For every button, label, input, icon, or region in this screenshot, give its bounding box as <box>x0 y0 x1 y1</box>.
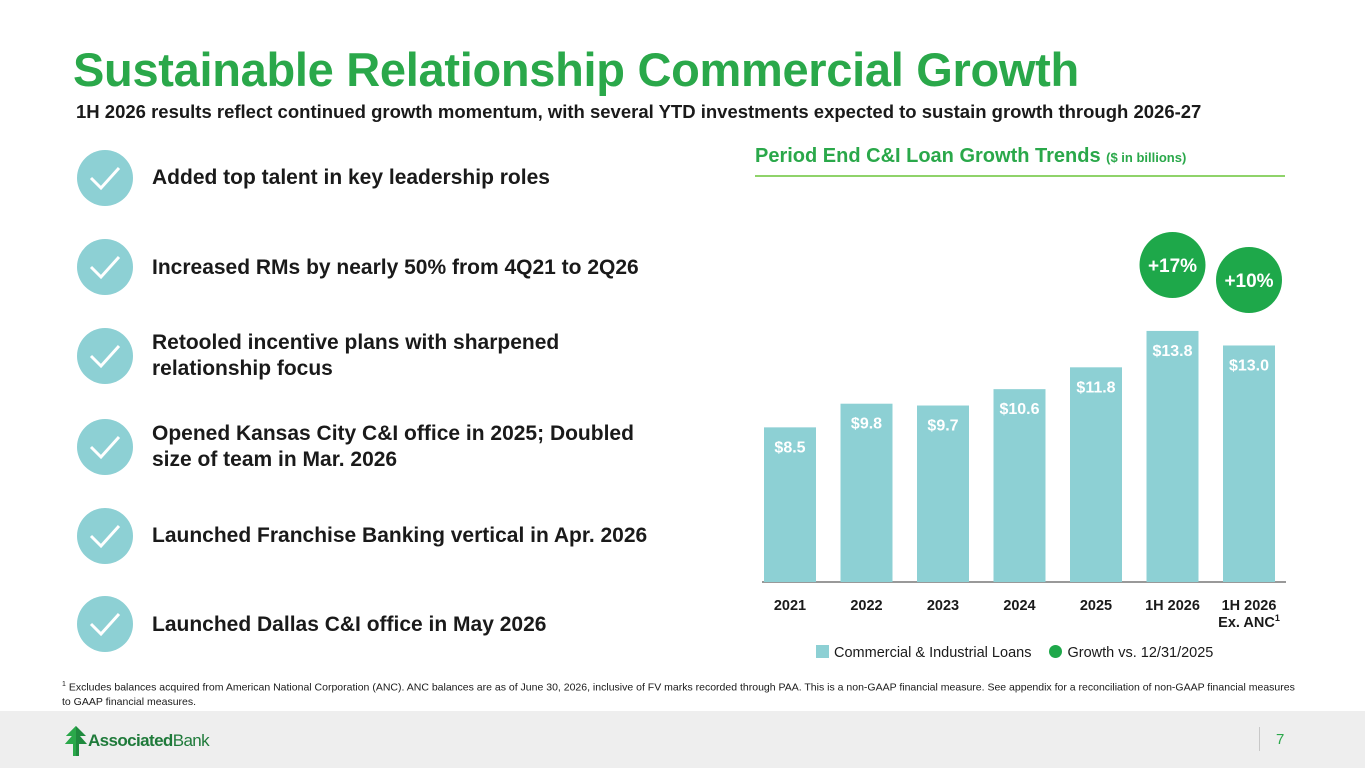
highlight-item: Retooled incentive plans with sharpened r… <box>77 328 717 388</box>
page-number-divider <box>1259 727 1260 751</box>
growth-marker: +10% <box>1216 247 1282 313</box>
bar-value-label: $8.5 <box>774 439 805 456</box>
page-subtitle: 1H 2026 results reflect continued growth… <box>76 101 1202 122</box>
x-tick-label: 2022 <box>850 598 882 614</box>
x-tick-label: 2023 <box>927 598 959 614</box>
growth-marker-circle <box>1216 247 1282 313</box>
page-title: Sustainable Relationship Commercial Grow… <box>73 43 1079 96</box>
footer-bar <box>0 711 1365 768</box>
highlight-text: Added top talent in key leadership roles <box>152 166 550 189</box>
x-tick-label: 1H 2026 <box>1222 598 1277 614</box>
highlight-text: Launched Franchise Banking vertical in A… <box>152 524 648 547</box>
legend-label-loans: Commercial & Industrial Loans <box>834 645 1032 661</box>
x-tick-label: 2025 <box>1080 598 1112 614</box>
cni-loan-bar-chart: $8.5 2021 $9.8 2022 $9.7 2023 $10.6 2024 $11.8 20… <box>762 232 1286 631</box>
bar-2023 <box>917 405 969 582</box>
bar-2022 <box>840 403 893 582</box>
legend-label-growth: Growth vs. 12/31/2025 <box>1067 645 1214 661</box>
bar-2021 <box>764 427 816 582</box>
checkmark-icon <box>77 596 133 652</box>
growth-marker: +17% <box>1139 232 1206 298</box>
legend-swatch-growth <box>1049 645 1063 658</box>
highlight-item: Opened Kansas City C&I office in 2025; D… <box>77 419 717 479</box>
checkmark-icon <box>77 328 133 384</box>
x-tick-label: 2024 <box>1003 598 1035 614</box>
growth-marker-circle <box>1139 232 1206 298</box>
highlight-text: Increased RMs by nearly 50% from 4Q21 to… <box>152 256 639 279</box>
bar-value-label: $13.0 <box>1229 357 1269 374</box>
highlight-text: Retooled incentive plans with sharpened r… <box>152 331 560 380</box>
bar-value-label: $10.6 <box>999 401 1039 418</box>
x-tick-label: 1H 2026 <box>1145 598 1200 614</box>
checkmark-icon <box>77 239 133 295</box>
x-tick-label: 2021 <box>774 598 806 614</box>
highlight-text: Launched Dallas C&I office in May 2026 <box>152 613 547 636</box>
checkmark-icon <box>77 150 133 206</box>
growth-marker-label: +10% <box>1224 271 1273 292</box>
footnote: 1 Excludes balances acquired from Americ… <box>62 681 1295 708</box>
bar-1h-2026-ex-anc <box>1223 345 1275 582</box>
bar-value-label: $13.8 <box>1152 343 1192 360</box>
growth-marker-label: +17% <box>1148 256 1197 277</box>
bar-2025 <box>1070 367 1122 582</box>
chart-unit: ($ in billions) <box>1106 150 1187 165</box>
chart-title: Period End C&I Loan Growth Trends ($ in … <box>755 145 1187 167</box>
highlight-item: Increased RMs by nearly 50% from 4Q21 to… <box>77 239 717 299</box>
bar-1h-2026 <box>1146 330 1199 582</box>
highlight-item: Launched Dallas C&I office in May 2026 <box>77 596 717 656</box>
chart-legend: Commercial & Industrial Loans Growth vs.… <box>816 645 1213 661</box>
brand-wordmark: AssociatedBank <box>88 731 210 750</box>
bar-value-label: $9.7 <box>927 418 958 435</box>
bar-2024 <box>993 389 1046 582</box>
highlight-item: Added top talent in key leadership roles <box>77 150 717 210</box>
chart-title-divider <box>755 175 1285 177</box>
legend-swatch-loans <box>816 645 829 658</box>
page-number: 7 <box>1276 731 1285 748</box>
highlight-item: Launched Franchise Banking vertical in A… <box>77 508 717 568</box>
checkmark-icon <box>77 508 133 564</box>
associated-bank-tree-icon <box>65 726 87 756</box>
bar-value-label: $9.8 <box>851 416 882 433</box>
highlight-text: Opened Kansas City C&I office in 2025; D… <box>152 422 634 471</box>
bar-value-label: $11.8 <box>1076 379 1115 396</box>
x-tick-label: Ex. ANC1 <box>1218 613 1280 631</box>
checkmark-icon <box>77 419 133 475</box>
